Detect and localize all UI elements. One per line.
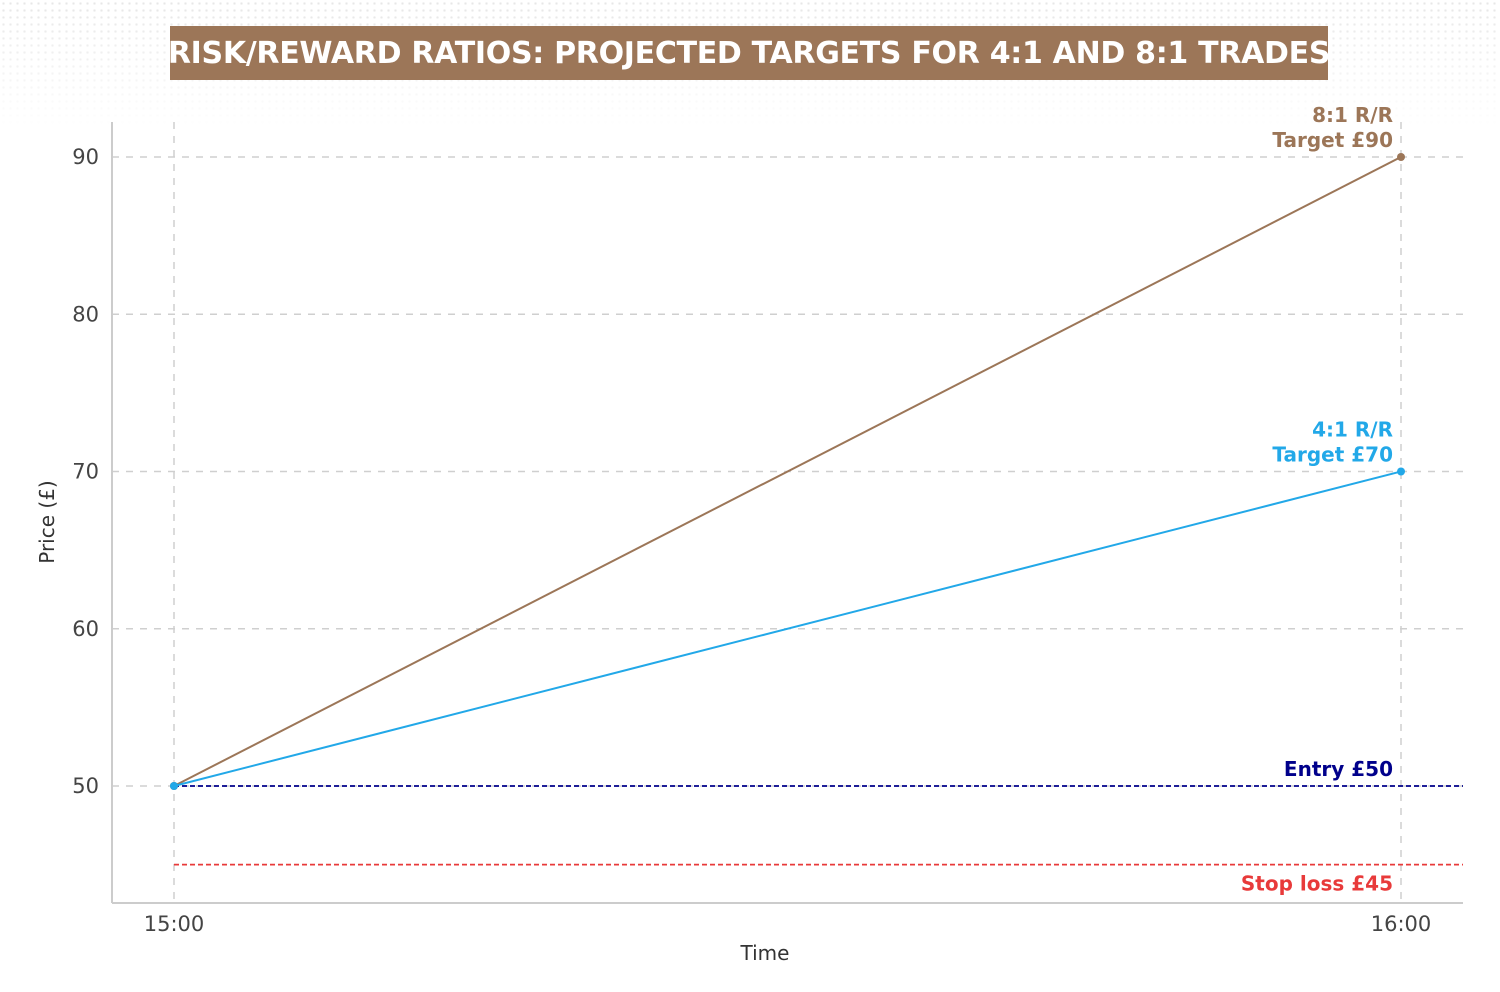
x-tick-label: 16:00 bbox=[1371, 912, 1432, 936]
y-axis-title: Price (£) bbox=[35, 480, 59, 563]
annotation-label: Entry £50 bbox=[1284, 757, 1393, 781]
annotation-label: 4:1 R/R bbox=[1312, 418, 1393, 442]
data-point bbox=[1397, 153, 1405, 161]
y-tick-label: 70 bbox=[72, 460, 99, 484]
data-point bbox=[1397, 467, 1405, 476]
x-tick-label: 15:00 bbox=[144, 912, 205, 936]
annotation-label: Stop loss £45 bbox=[1241, 872, 1393, 896]
x-axis-title: Time bbox=[740, 941, 790, 965]
y-tick-label: 90 bbox=[72, 145, 99, 169]
y-tick-label: 80 bbox=[72, 302, 99, 326]
annotation-label: Target £90 bbox=[1272, 128, 1393, 152]
y-tick-label: 50 bbox=[72, 774, 99, 798]
y-tick-label: 60 bbox=[72, 617, 99, 641]
annotation-label: Target £70 bbox=[1272, 443, 1393, 467]
series-line bbox=[173, 156, 1402, 787]
chart-title: RISK/REWARD RATIOS: PROJECTED TARGETS FO… bbox=[168, 26, 1330, 80]
series-line bbox=[173, 470, 1402, 787]
annotation-label: 8:1 R/R bbox=[1312, 103, 1393, 127]
data-point bbox=[170, 782, 178, 790]
